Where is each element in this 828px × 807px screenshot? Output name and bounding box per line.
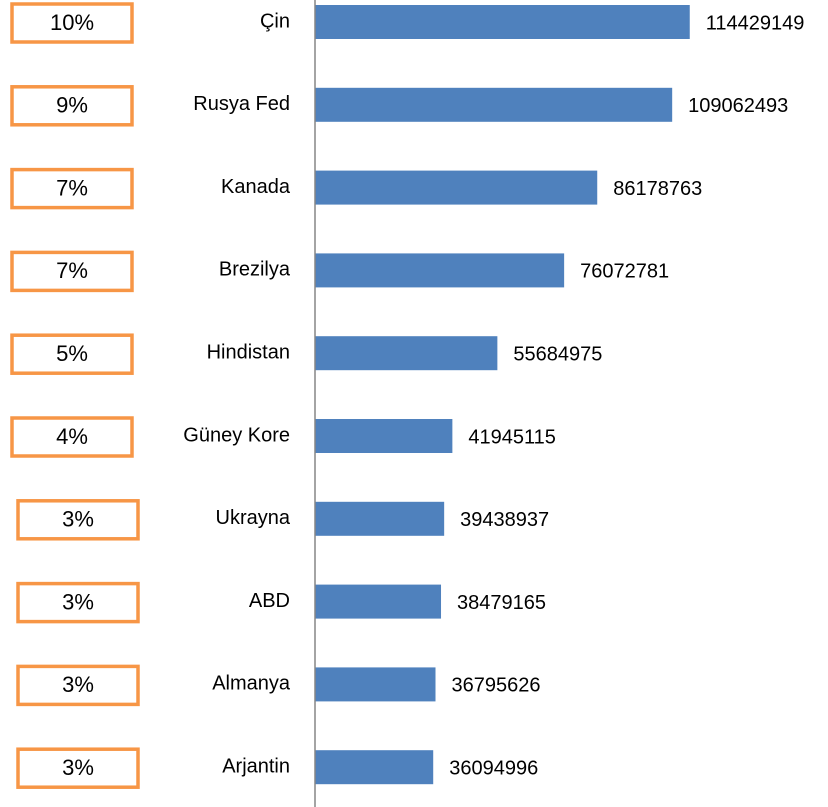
value-label: 114429149 [706,12,805,34]
value-label: 39438937 [460,509,549,531]
bar [315,253,565,288]
share-label: 7% [56,258,88,283]
share-label: 5% [56,341,88,366]
share-label: 3% [62,507,94,532]
category-label: Rusya Fed [193,93,290,115]
share-label: 3% [62,755,94,780]
share-label: 4% [56,424,88,449]
bar [315,5,690,39]
value-label: 86178763 [613,178,702,200]
share-box [10,85,134,127]
bar [315,87,673,122]
bar [315,667,436,702]
share-box [10,167,134,210]
bar [315,336,498,371]
value-label: 76072781 [580,261,669,283]
share-box [16,581,140,624]
category-label: ABD [249,590,290,612]
value-label: 36795626 [452,675,541,697]
value-label: 38479165 [457,592,546,614]
share-box [16,664,140,707]
share-label: 3% [62,589,94,614]
share-label: 10% [50,10,94,35]
share-box [10,416,134,458]
share-label: 9% [56,93,88,118]
category-label: Çin [260,10,290,32]
value-label: 109062493 [688,95,788,117]
share-box [10,250,134,293]
category-label: Arjantin [222,755,290,777]
bar [315,501,445,536]
value-label: 36094996 [449,757,538,779]
category-label: Kanada [221,176,291,198]
category-label: Almanya [212,673,291,695]
share-box [10,2,134,44]
value-label: 41945115 [468,426,556,448]
share-box [16,499,140,541]
bar [315,750,434,785]
share-box [16,747,140,789]
share-label: 3% [62,672,94,697]
category-label: Güney Kore [183,424,290,446]
category-label: Brezilya [219,259,291,281]
bar [315,419,453,453]
share-box [10,333,134,375]
category-label: Hindistan [207,341,290,363]
share-label: 7% [56,175,88,200]
bar [315,584,442,619]
category-label: Ukrayna [216,507,291,529]
value-label: 55684975 [513,343,602,365]
bar [315,170,598,205]
